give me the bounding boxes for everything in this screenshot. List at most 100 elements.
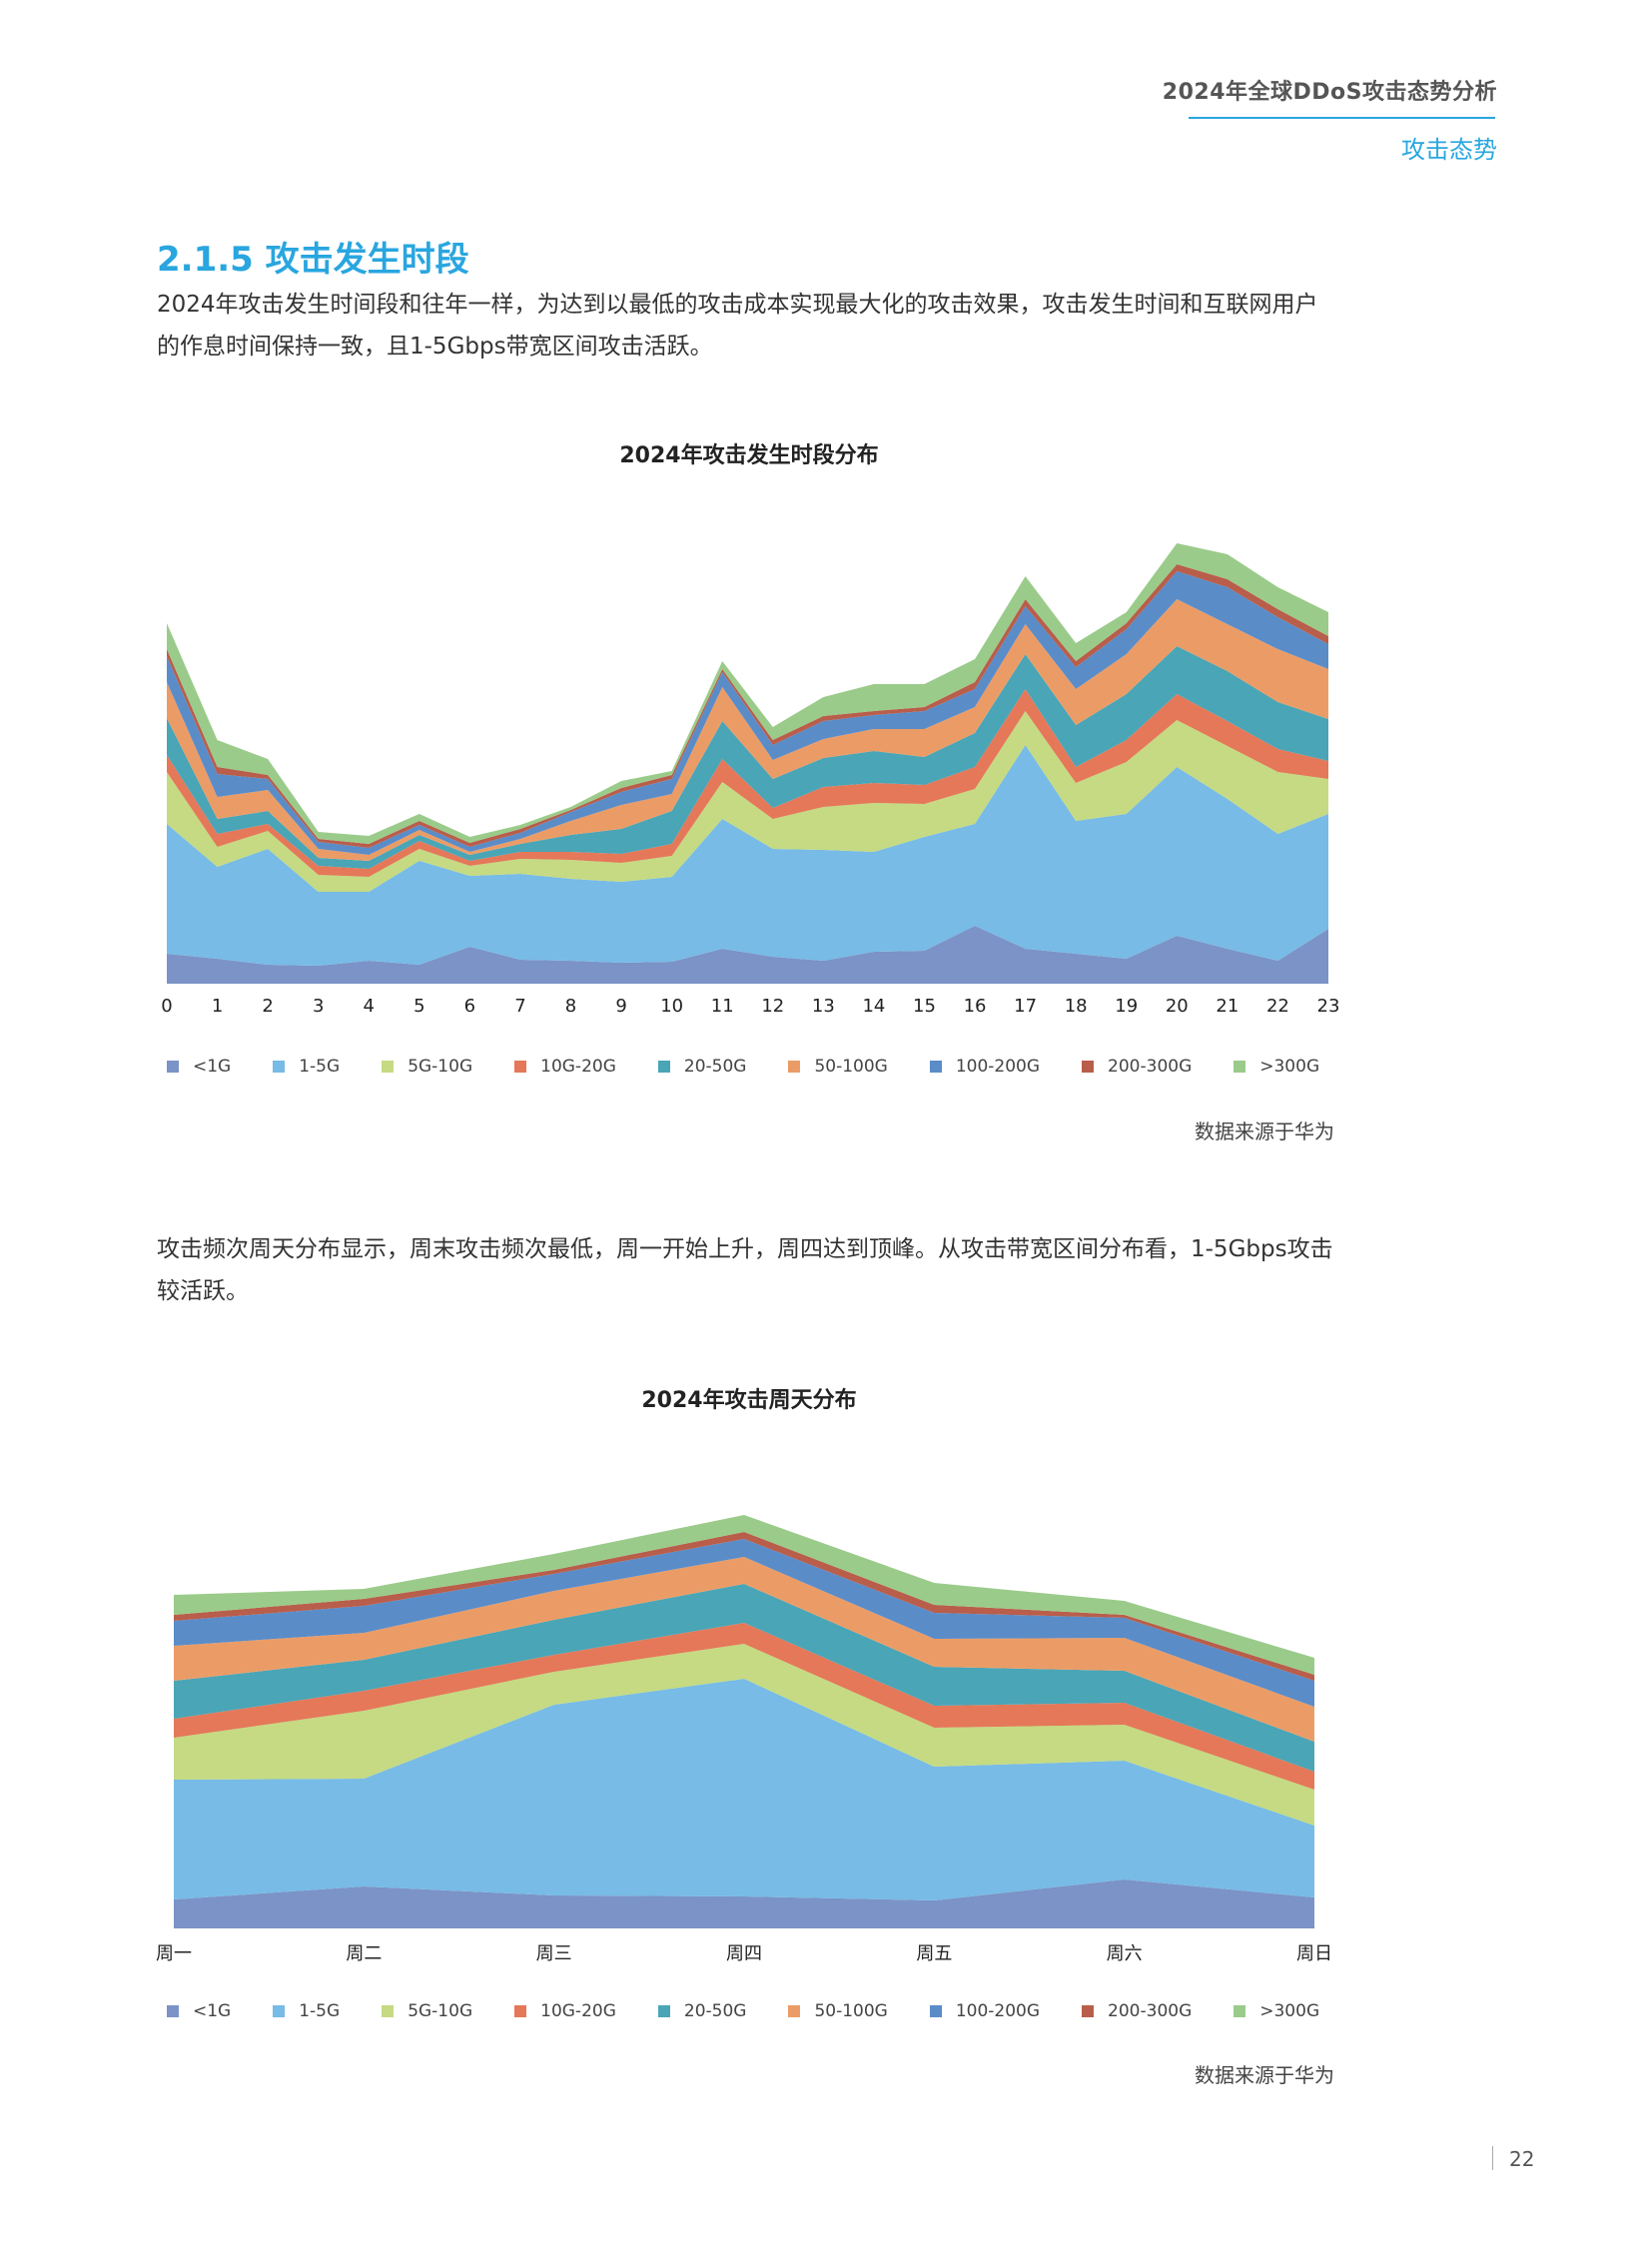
- legend-label: 20-50G: [683, 1057, 747, 1077]
- legend-label: 1-5G: [299, 1057, 341, 1077]
- legend-item: 200-300G: [1082, 1057, 1192, 1077]
- legend-swatch: [788, 1061, 801, 1073]
- area-series-1: [174, 1679, 1314, 1900]
- legend-label: 50-100G: [814, 2001, 888, 2021]
- report-title: 2024年全球DDoS攻击态势分析: [1162, 80, 1497, 105]
- legend-label: 50-100G: [814, 1057, 888, 1077]
- legend-item: 50-100G: [788, 2001, 888, 2021]
- header-divider: [1189, 117, 1495, 119]
- area-series-0: [174, 1879, 1314, 1928]
- legend-item: 1-5G: [273, 1057, 340, 1077]
- legend-swatch: [514, 2005, 527, 2017]
- legend-label: 1-5G: [299, 2001, 341, 2021]
- area-series-4: [174, 1584, 1314, 1772]
- legend-item: 20-50G: [657, 1057, 747, 1077]
- paragraph-hourly: 2024年攻击发生时间段和往年一样，为达到以最低的攻击成本实现最大化的攻击效果，…: [157, 292, 1318, 360]
- legend-label: 100-200G: [955, 1057, 1041, 1077]
- area-series-5: [167, 599, 1328, 861]
- x-tick-label: 4: [363, 996, 375, 1017]
- x-tick-label: 10: [660, 996, 684, 1017]
- x-tick-label: 周六: [1106, 1943, 1143, 1964]
- legend-swatch: [657, 1061, 670, 1073]
- x-tick-label: 6: [463, 996, 476, 1017]
- legend-label: 5G-10G: [408, 2001, 473, 2021]
- legend-swatch: [788, 2005, 801, 2017]
- legend-swatch: [657, 2005, 670, 2017]
- legend-item: 100-200G: [929, 1057, 1041, 1077]
- paragraph-weekday: 攻击频次周天分布显示，周末攻击频次最低，周一开始上升，周四达到顶峰。从攻击带宽区…: [157, 1236, 1333, 1304]
- legend-label: <1G: [193, 2001, 232, 2021]
- section-title: 2.1.5 攻击发生时段: [157, 240, 469, 280]
- legend-item: >300G: [1234, 2001, 1319, 2021]
- legend-label: 5G-10G: [408, 1057, 473, 1077]
- source-note-2: 数据来源于华为: [1195, 2063, 1334, 2087]
- legend-swatch: [382, 2005, 395, 2017]
- legend-item: 50-100G: [788, 1057, 888, 1077]
- legend-swatch: [167, 2005, 179, 2017]
- legend-label: 10G-20G: [540, 1057, 616, 1077]
- legend-swatch: [514, 1061, 527, 1073]
- legend-item: 200-300G: [1082, 2001, 1192, 2021]
- x-tick-label: 23: [1316, 996, 1340, 1017]
- x-tick-label: 1: [211, 996, 224, 1017]
- legend-label: <1G: [193, 1057, 232, 1077]
- x-tick-label: 周一: [156, 1943, 192, 1964]
- x-tick-label: 周五: [916, 1943, 953, 1964]
- area-series-5: [174, 1557, 1314, 1742]
- chart-title-hourly: 2024年攻击发生时段分布: [619, 443, 879, 468]
- hourly-legend: <1G 1-5G 5G-10G 10G-20G 20-50G 50-100G 100-200…: [167, 1057, 1361, 1077]
- area-series-6: [167, 571, 1328, 855]
- legend-swatch: [273, 2005, 286, 2017]
- x-tick-label: 0: [161, 996, 173, 1017]
- legend-item: <1G: [167, 2001, 231, 2021]
- legend-swatch: [273, 1061, 286, 1073]
- legend-label: >300G: [1259, 2001, 1320, 2021]
- x-tick-label: 13: [811, 996, 835, 1017]
- legend-item: 100-200G: [929, 2001, 1040, 2021]
- x-tick-label: 周三: [535, 1943, 572, 1964]
- x-tick-label: 22: [1265, 996, 1289, 1017]
- legend-label: >300G: [1259, 1057, 1320, 1077]
- area-series-1: [167, 745, 1328, 966]
- x-tick-label: 17: [1014, 996, 1038, 1017]
- area-series-4: [167, 646, 1328, 869]
- legend-swatch: [929, 2005, 942, 2017]
- x-tick-label: 14: [862, 996, 886, 1017]
- legend-swatch: [382, 1061, 395, 1073]
- legend-item: 5G-10G: [382, 1057, 472, 1077]
- legend-label: 200-300G: [1108, 2001, 1193, 2021]
- legend-item: 10G-20G: [514, 2001, 616, 2021]
- legend-swatch: [167, 1061, 179, 1073]
- x-tick-label: 12: [761, 996, 785, 1017]
- legend-label: 20-50G: [683, 2001, 747, 2021]
- area-series-7: [167, 564, 1328, 848]
- x-tick-label: 11: [710, 996, 734, 1017]
- x-tick-label: 16: [963, 996, 987, 1017]
- x-tick-label: 9: [615, 996, 627, 1017]
- x-tick-label: 18: [1064, 996, 1088, 1017]
- legend-item: 5G-10G: [382, 2001, 472, 2021]
- legend-label: 10G-20G: [540, 2001, 616, 2021]
- area-series-3: [174, 1623, 1314, 1790]
- x-tick-label: 20: [1165, 996, 1189, 1017]
- source-note-1: 数据来源于华为: [1195, 1120, 1334, 1143]
- legend-item: 10G-20G: [514, 1057, 616, 1077]
- legend-swatch: [1234, 2005, 1246, 2017]
- x-tick-label: 15: [913, 996, 936, 1017]
- legend-swatch: [929, 1061, 942, 1073]
- legend-item: 20-50G: [657, 2001, 747, 2021]
- x-tick-label: 8: [564, 996, 577, 1017]
- area-series-2: [167, 711, 1328, 892]
- area-series-2: [174, 1644, 1314, 1826]
- page-number-divider: [1492, 2146, 1493, 2170]
- page-number: 22: [1509, 2147, 1535, 2171]
- x-tick-label: 21: [1216, 996, 1239, 1017]
- x-tick-label: 5: [413, 996, 425, 1017]
- legend-label: 200-300G: [1108, 1057, 1193, 1077]
- x-tick-label: 7: [514, 996, 526, 1017]
- legend-swatch: [1082, 2005, 1095, 2017]
- area-series-6: [174, 1539, 1314, 1707]
- chart-title-weekday: 2024年攻击周天分布: [641, 1388, 857, 1413]
